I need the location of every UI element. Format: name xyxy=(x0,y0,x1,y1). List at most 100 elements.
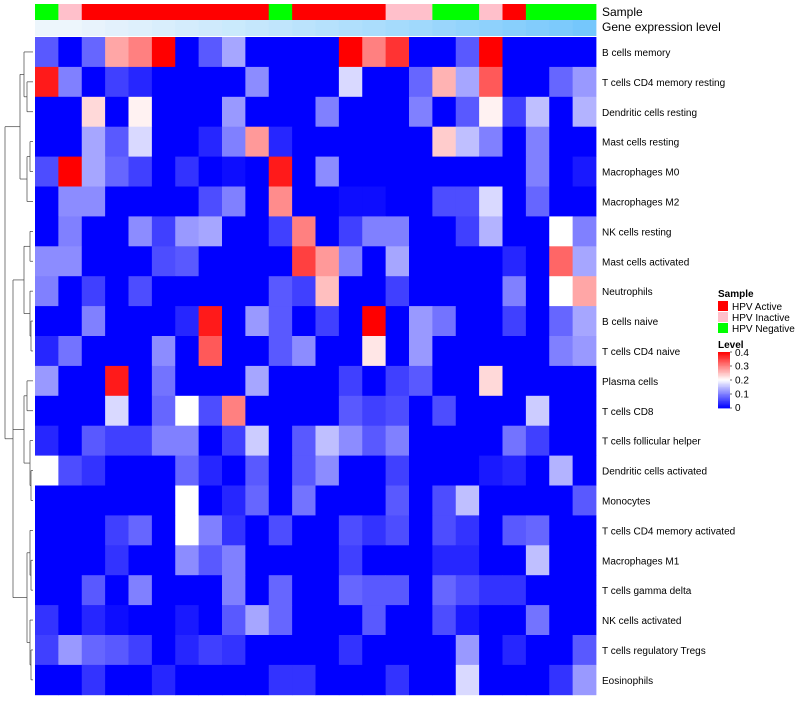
heatmap-cell xyxy=(268,276,293,307)
heatmap-cell xyxy=(268,455,293,486)
heatmap-cell xyxy=(409,306,433,337)
heatmap-cell xyxy=(525,515,550,546)
heatmap-cell xyxy=(128,365,153,397)
heatmap-cell xyxy=(362,336,387,367)
heatmap-cell xyxy=(409,485,433,516)
heatmap-cell xyxy=(385,425,410,456)
heatmap-cell xyxy=(479,306,503,337)
heatmap-cell xyxy=(105,216,129,247)
heatmap-cell xyxy=(525,545,550,576)
heatmap-cell xyxy=(549,96,574,128)
heatmap-cell xyxy=(81,276,106,307)
heatmap-cell xyxy=(409,336,433,367)
expression-bar-cell xyxy=(222,20,246,36)
heatmap-cell xyxy=(338,455,363,486)
heatmap-cell xyxy=(572,575,597,606)
heatmap-cell xyxy=(455,485,480,516)
heatmap-cell xyxy=(268,425,293,456)
heatmap-cell xyxy=(268,96,293,128)
heatmap-cell xyxy=(385,96,410,128)
heatmap-cell xyxy=(151,66,176,98)
legend-entry-label: HPV Negative xyxy=(732,324,795,335)
row-label: Dendritic cells activated xyxy=(602,467,707,478)
heatmap-cell xyxy=(455,37,480,68)
expression-bar-cell xyxy=(455,20,480,36)
heatmap-cell xyxy=(455,545,480,576)
level-gradient-step xyxy=(718,370,730,372)
heatmap-cell xyxy=(362,306,387,337)
heatmap-cell xyxy=(268,246,293,277)
heatmap-cell xyxy=(525,664,550,696)
heatmap-cell xyxy=(432,575,457,606)
heatmap-cell xyxy=(222,246,246,277)
heatmap-cell xyxy=(455,515,480,546)
heatmap-cell xyxy=(525,246,550,277)
heatmap-cell xyxy=(409,425,433,456)
heatmap-cell xyxy=(432,455,457,486)
heatmap-cell xyxy=(175,216,200,247)
heatmap-cell xyxy=(362,635,387,666)
heatmap-cell xyxy=(502,37,527,68)
heatmap-cell xyxy=(432,246,457,277)
heatmap-cell xyxy=(292,395,316,427)
heatmap-cell xyxy=(292,96,316,128)
row-label: T cells CD4 memory resting xyxy=(602,78,725,89)
heatmap-cell xyxy=(572,216,597,247)
heatmap-cell xyxy=(105,246,129,277)
heatmap-cell xyxy=(151,664,176,696)
heatmap-cell xyxy=(502,276,527,307)
heatmap-cell xyxy=(385,276,410,307)
heatmap-cell xyxy=(222,186,246,217)
heatmap-cell xyxy=(128,156,153,187)
heatmap-cell xyxy=(35,545,59,576)
level-gradient-step xyxy=(718,387,730,389)
heatmap-cell xyxy=(268,336,293,367)
heatmap-cell xyxy=(198,635,223,666)
heatmap-cell xyxy=(81,395,106,427)
heatmap-cell xyxy=(479,545,503,576)
heatmap-cell xyxy=(81,336,106,367)
heatmap-cell xyxy=(338,216,363,247)
heatmap-cell xyxy=(58,635,83,666)
heatmap-cell xyxy=(245,365,270,397)
heatmap-cell xyxy=(58,545,83,576)
heatmap-cell xyxy=(151,545,176,576)
heatmap-cell xyxy=(35,186,59,217)
heatmap-cell xyxy=(58,66,83,98)
heatmap-cell xyxy=(432,306,457,337)
heatmap-cell xyxy=(198,515,223,546)
heatmap-cell xyxy=(268,395,293,427)
heatmap-cell xyxy=(128,96,153,128)
heatmap-cell xyxy=(151,485,176,516)
row-label: T cells follicular helper xyxy=(602,437,701,448)
heatmap-cell xyxy=(572,276,597,307)
level-gradient-step xyxy=(718,359,730,361)
heatmap-cell xyxy=(479,395,503,427)
heatmap-cell xyxy=(128,37,153,68)
heatmap-cell xyxy=(315,186,340,217)
level-gradient-step xyxy=(718,356,730,358)
heatmap-cell xyxy=(81,455,106,486)
heatmap-cell xyxy=(525,635,550,666)
heatmap-cell xyxy=(315,246,340,277)
sample-bar-cell xyxy=(268,4,293,20)
heatmap-cell xyxy=(385,605,410,636)
heatmap-cell xyxy=(151,96,176,128)
row-label: T cells CD4 naive xyxy=(602,347,681,358)
heatmap-cell xyxy=(385,455,410,486)
heatmap-cell xyxy=(128,216,153,247)
heatmap-cell xyxy=(432,66,457,98)
expression-bar-cell xyxy=(268,20,293,36)
heatmap-cell xyxy=(175,336,200,367)
heatmap-cell xyxy=(409,605,433,636)
heatmap-cell xyxy=(151,365,176,397)
heatmap-cell xyxy=(409,664,433,696)
heatmap-cell xyxy=(175,635,200,666)
heatmap-cell xyxy=(268,605,293,636)
sample-bar-cell xyxy=(81,4,106,20)
heatmap-cell xyxy=(315,37,340,68)
heatmap-cell xyxy=(58,575,83,606)
expression-bar-cell xyxy=(409,20,433,36)
heatmap-cell xyxy=(222,455,246,486)
heatmap-cell xyxy=(409,545,433,576)
